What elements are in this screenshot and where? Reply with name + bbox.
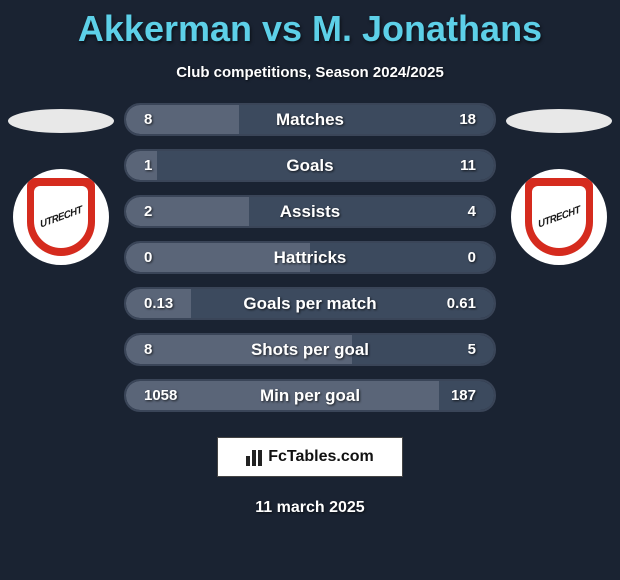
stat-bars-container: 8 Matches 18 1 Goals 11 2 Assists 4 0 Hattricks 0 0.… xyxy=(120,103,500,425)
stat-row: 1 Goals 11 xyxy=(124,149,496,182)
stat-overlay: 1 Goals 11 xyxy=(126,151,494,180)
stat-value-right: 187 xyxy=(451,387,476,404)
bar-chart-icon xyxy=(246,448,264,466)
stat-value-right: 11 xyxy=(460,157,476,174)
stat-value-left: 8 xyxy=(144,341,152,358)
club-shield-icon: UTRECHT xyxy=(525,178,593,256)
stat-value-left: 0.13 xyxy=(144,295,173,312)
stat-value-right: 4 xyxy=(468,203,476,220)
stat-label: Assists xyxy=(280,202,340,222)
player-right-club-badge: UTRECHT xyxy=(511,169,607,265)
stat-label: Hattricks xyxy=(274,248,347,268)
stat-label: Shots per goal xyxy=(251,340,369,360)
stat-label: Goals per match xyxy=(243,294,376,314)
stat-value-right: 0.61 xyxy=(447,295,476,312)
stat-row: 2 Assists 4 xyxy=(124,195,496,228)
stat-overlay: 1058 Min per goal 187 xyxy=(126,381,494,410)
stat-overlay: 0 Hattricks 0 xyxy=(126,243,494,272)
player-left-flag-icon xyxy=(8,109,114,133)
stat-label: Min per goal xyxy=(260,386,360,406)
stat-overlay: 2 Assists 4 xyxy=(126,197,494,226)
club-badge-text: UTRECHT xyxy=(39,204,83,230)
stat-value-left: 1058 xyxy=(144,387,177,404)
stat-row: 8 Matches 18 xyxy=(124,103,496,136)
player-left-club-badge: UTRECHT xyxy=(13,169,109,265)
stat-value-left: 0 xyxy=(144,249,152,266)
player-left-side: UTRECHT xyxy=(2,103,120,265)
stat-value-left: 8 xyxy=(144,111,152,128)
stat-overlay: 8 Shots per goal 5 xyxy=(126,335,494,364)
comparison-main: UTRECHT 8 Matches 18 1 Goals 11 2 Assists 4 0 Hatt… xyxy=(0,103,620,425)
stat-overlay: 0.13 Goals per match 0.61 xyxy=(126,289,494,318)
player-right-side: UTRECHT xyxy=(500,103,618,265)
stat-row: 0.13 Goals per match 0.61 xyxy=(124,287,496,320)
stat-label: Matches xyxy=(276,110,344,130)
stat-row: 0 Hattricks 0 xyxy=(124,241,496,274)
club-shield-icon: UTRECHT xyxy=(27,178,95,256)
brand-text: FcTables.com xyxy=(268,448,374,466)
comparison-subtitle: Club competitions, Season 2024/2025 xyxy=(0,64,620,81)
stat-overlay: 8 Matches 18 xyxy=(126,105,494,134)
stat-value-right: 0 xyxy=(468,249,476,266)
stat-value-left: 1 xyxy=(144,157,152,174)
brand-badge: FcTables.com xyxy=(217,437,403,477)
comparison-title: Akkerman vs M. Jonathans xyxy=(0,0,620,50)
stat-value-left: 2 xyxy=(144,203,152,220)
club-badge-text: UTRECHT xyxy=(537,204,581,230)
stat-label: Goals xyxy=(286,156,333,176)
stat-value-right: 18 xyxy=(459,111,476,128)
stat-row: 8 Shots per goal 5 xyxy=(124,333,496,366)
comparison-date: 11 march 2025 xyxy=(0,499,620,517)
stat-row: 1058 Min per goal 187 xyxy=(124,379,496,412)
player-right-flag-icon xyxy=(506,109,612,133)
stat-value-right: 5 xyxy=(468,341,476,358)
